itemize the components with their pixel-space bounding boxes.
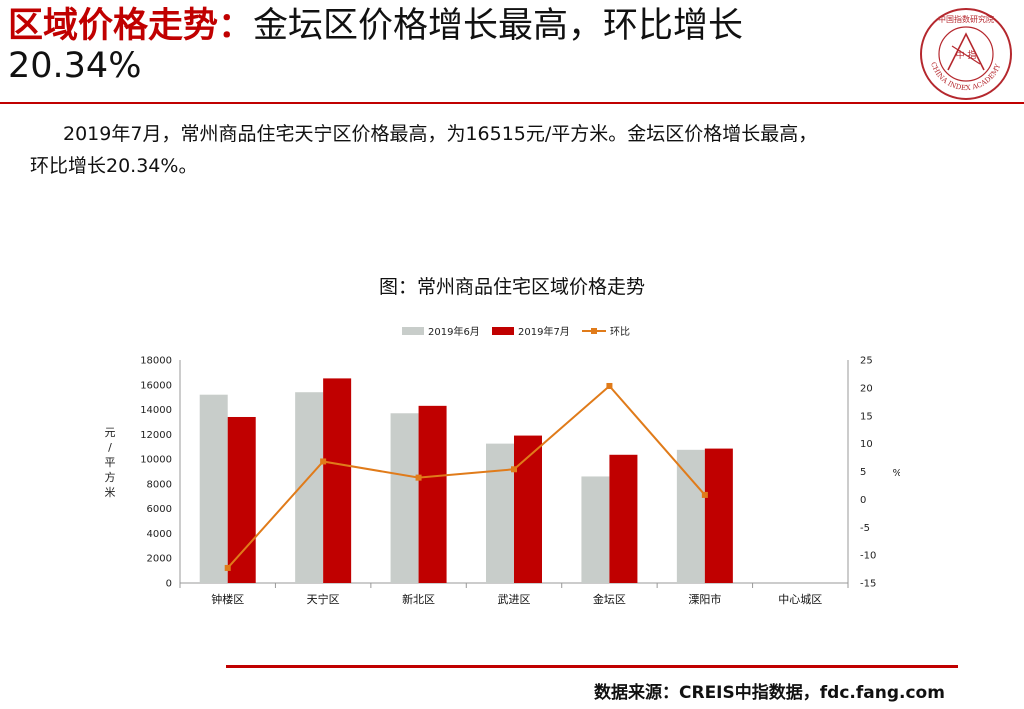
- y2-tick-label: -10: [860, 551, 876, 562]
- y2-tick-label: 0: [860, 495, 866, 506]
- mom-point: [415, 474, 422, 481]
- bar-june: [486, 443, 514, 583]
- china-index-academy-logo: 中国指数研究院 中 指 CHINA INDEX ACADEMY: [920, 8, 1012, 100]
- x-tick-label: 武进区: [498, 593, 531, 606]
- legend-marker: [591, 328, 597, 334]
- y-tick-label: 10000: [140, 455, 172, 466]
- x-tick-label: 中心城区: [778, 593, 822, 606]
- logo-mark: [947, 32, 985, 71]
- y-tick-label: 6000: [147, 504, 172, 515]
- y2-axis-label: %: [892, 468, 900, 479]
- bar-july: [323, 378, 352, 583]
- y-axis-label: 元: [105, 426, 116, 439]
- y2-tick-label: 25: [860, 356, 873, 367]
- y-tick-label: 18000: [140, 356, 172, 367]
- price-trend-chart: 0 2000 4000 6000 8000 10000 12000 14000 16000 180…: [105, 325, 901, 606]
- y2-tick-label: -5: [860, 523, 870, 534]
- y-tick-label: 8000: [147, 479, 172, 490]
- summary-line-2: 环比增长20.34%。: [30, 155, 198, 177]
- mom-point: [606, 382, 613, 389]
- footer-divider: [226, 665, 958, 668]
- x-tick-label: 钟楼区: [211, 592, 244, 606]
- x-tick-label: 天宁区: [307, 592, 340, 606]
- mom-point: [224, 564, 231, 571]
- y-axis-label: /: [108, 441, 112, 454]
- y2-tick-label: -15: [860, 579, 876, 590]
- bar-june: [390, 413, 419, 583]
- y-axis-label: 方: [105, 470, 116, 484]
- legend-label: 2019年7月: [518, 325, 570, 338]
- bar-june: [581, 476, 610, 583]
- title-highlight: 区域价格走势：: [8, 6, 254, 46]
- legend-swatch: [492, 327, 514, 335]
- logo-inner-ring: [938, 26, 994, 82]
- data-source: 数据来源：CREIS中指数据，fdc.fang.com: [594, 683, 945, 703]
- legend-label: 2019年6月: [428, 325, 480, 338]
- x-tick-label: 新北区: [402, 592, 435, 606]
- y2-tick-label: 20: [860, 383, 873, 394]
- mom-point: [701, 491, 708, 498]
- y2-tick-label: 5: [860, 467, 866, 478]
- logo-top-text: 中国指数研究院: [938, 14, 994, 24]
- bar-july: [418, 405, 447, 583]
- y-tick-label: 12000: [140, 430, 172, 441]
- bar-july: [704, 448, 733, 583]
- y-tick-label: 4000: [147, 529, 172, 540]
- bar-july: [514, 435, 542, 583]
- y-axis-label: 米: [105, 486, 116, 499]
- y-tick-label: 16000: [140, 380, 172, 391]
- chart-title: 图：常州商品住宅区域价格走势: [378, 276, 645, 298]
- x-tick-label: 溧阳市: [688, 592, 721, 606]
- title-line-2: 20.34%: [8, 46, 142, 86]
- mom-line: [226, 384, 706, 569]
- slide-title: 区域价格走势：金坛区价格增长最高，环比增长 20.34%: [8, 6, 908, 86]
- title-text: 金坛区价格增长最高，环比增长: [253, 6, 744, 46]
- bar-july: [227, 416, 256, 583]
- y-tick-label: 2000: [147, 554, 172, 565]
- bar-june: [199, 394, 228, 583]
- legend-label: 环比: [610, 326, 630, 338]
- x-tick-label: 金坛区: [593, 592, 626, 606]
- summary-line-1: 2019年7月，常州商品住宅天宁区价格最高，为16515元/平方米。金坛区价格增…: [63, 123, 818, 145]
- y-axis-label: 平: [105, 456, 116, 469]
- bar-july: [609, 454, 638, 583]
- logo-ring-text: CHINA INDEX ACADEMY: [929, 61, 1002, 92]
- logo-center-text: 中 指: [956, 49, 977, 61]
- logo-outer-ring: [920, 8, 1012, 100]
- y2-tick-label: 10: [860, 439, 873, 450]
- y-tick-label: 0: [166, 579, 172, 590]
- bar-june: [676, 449, 705, 583]
- y2-tick-label: 15: [860, 411, 873, 422]
- legend-swatch: [402, 327, 424, 335]
- y-tick-label: 14000: [140, 405, 172, 416]
- summary-paragraph: 2019年7月，常州商品住宅天宁区价格最高，为16515元/平方米。金坛区价格增…: [30, 118, 1000, 182]
- mom-point: [511, 466, 517, 473]
- mom-point: [320, 458, 327, 465]
- header-divider: [0, 102, 1024, 104]
